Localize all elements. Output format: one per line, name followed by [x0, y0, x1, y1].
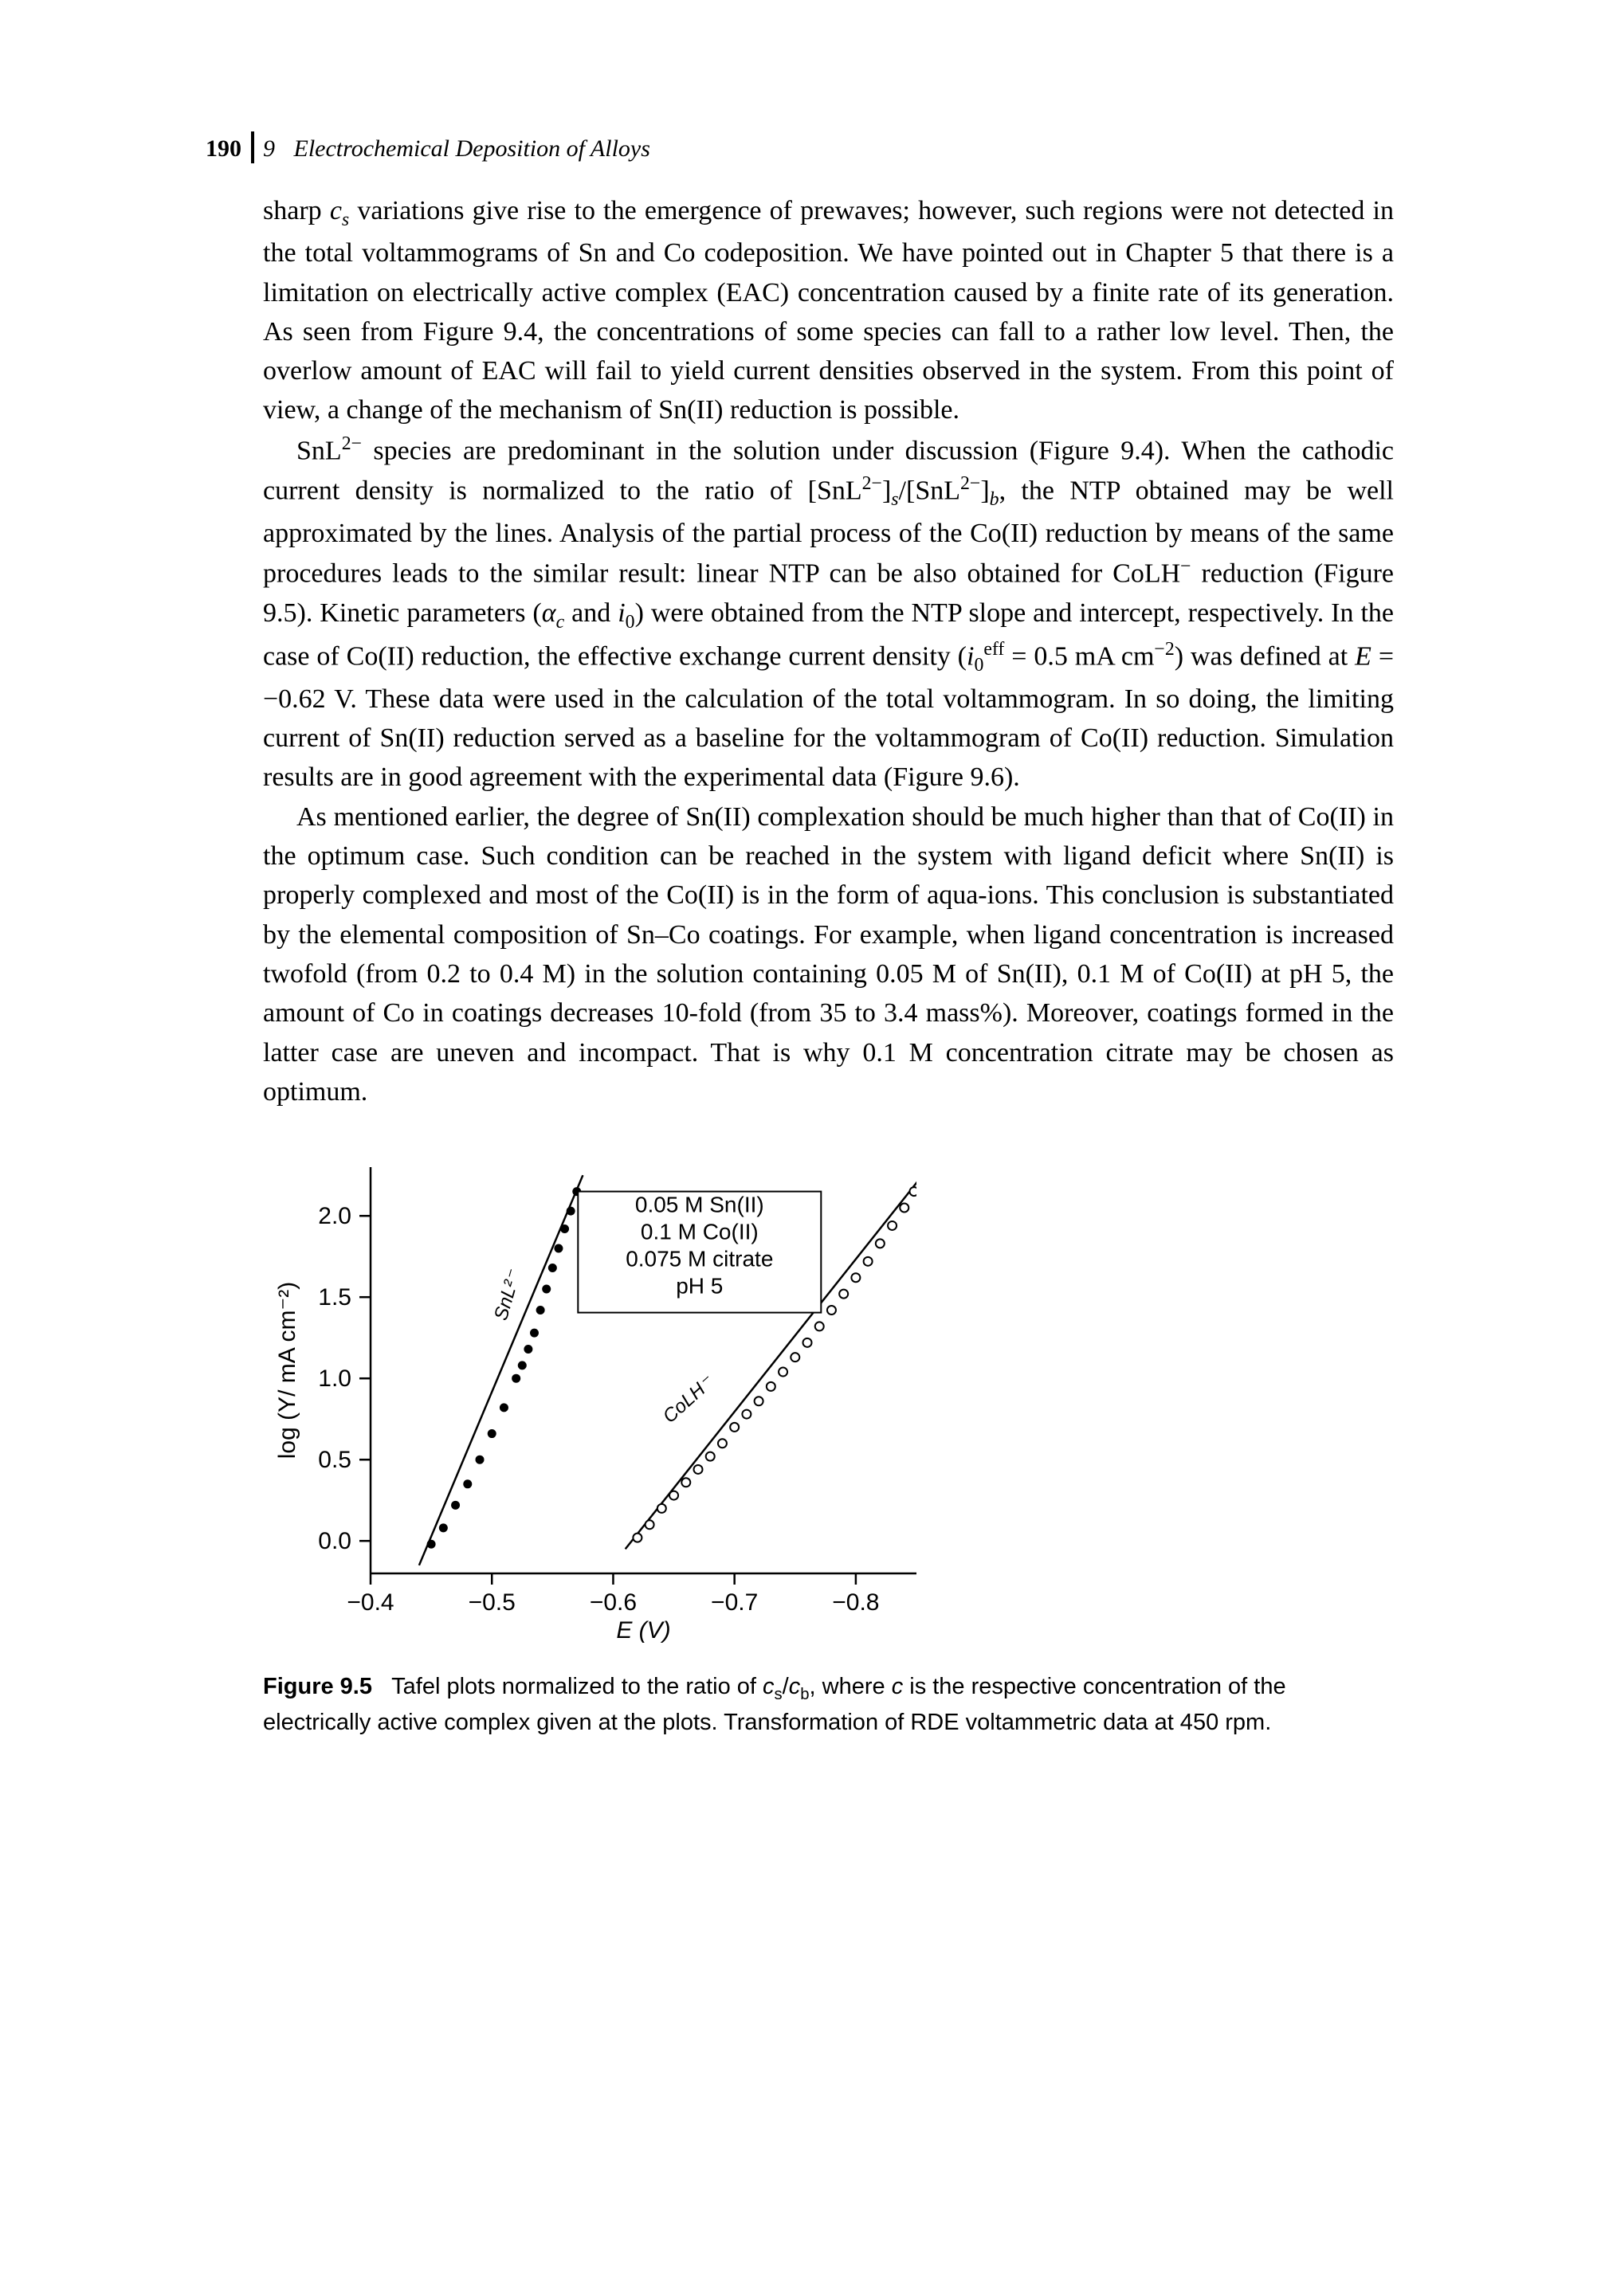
chapter-title: Electrochemical Deposition of Alloys [294, 135, 650, 162]
header-bar [251, 131, 254, 163]
svg-text:E (V): E (V) [616, 1617, 670, 1644]
svg-text:log (Y/ mA cm⁻²): log (Y/ mA cm⁻²) [274, 1282, 300, 1459]
paragraph-1: sharp cs variations give rise to the eme… [263, 191, 1394, 430]
paragraph-3: As mentioned earlier, the degree of Sn(I… [263, 797, 1394, 1111]
svg-text:−0.8: −0.8 [832, 1589, 879, 1616]
tafel-plot-chart: −0.4 −0.5 −0.6 −0.7 −0.8 0.0 0.5 1.0 1.5 2.0 E (V)… [263, 1155, 932, 1649]
figure-label: Figure 9.5 [263, 1674, 372, 1699]
svg-text:0.5: 0.5 [318, 1447, 351, 1473]
body-text: sharp cs variations give rise to the eme… [263, 191, 1394, 1111]
chapter-number: 9 [263, 135, 275, 162]
svg-text:0.05 M Sn(II): 0.05 M Sn(II) [635, 1193, 764, 1217]
svg-text:SnL²⁻: SnL²⁻ [490, 1267, 525, 1323]
svg-text:−0.4: −0.4 [347, 1589, 394, 1616]
figure-block: −0.4 −0.5 −0.6 −0.7 −0.8 0.0 0.5 1.0 1.5 2.0 E (V)… [263, 1155, 1394, 1739]
svg-text:−0.6: −0.6 [590, 1589, 637, 1616]
svg-text:CoLH⁻: CoLH⁻ [659, 1371, 719, 1428]
svg-text:0.1 M Co(II): 0.1 M Co(II) [641, 1220, 759, 1244]
paragraph-2: SnL2− species are predominant in the sol… [263, 430, 1394, 797]
svg-text:0.075 M citrate: 0.075 M citrate [626, 1247, 773, 1271]
svg-text:2.0: 2.0 [318, 1203, 351, 1229]
svg-text:1.0: 1.0 [318, 1365, 351, 1392]
svg-text:−0.5: −0.5 [469, 1589, 516, 1616]
svg-text:0.0: 0.0 [318, 1528, 351, 1554]
svg-text:pH 5: pH 5 [676, 1274, 723, 1299]
svg-text:1.5: 1.5 [318, 1284, 351, 1311]
svg-text:−0.7: −0.7 [711, 1589, 758, 1616]
page-number: 190 [206, 135, 241, 163]
figure-caption: Figure 9.5 Tafel plots normalized to the… [263, 1671, 1394, 1739]
page-header: 190 9 Electrochemical Deposition of Allo… [263, 135, 1394, 163]
